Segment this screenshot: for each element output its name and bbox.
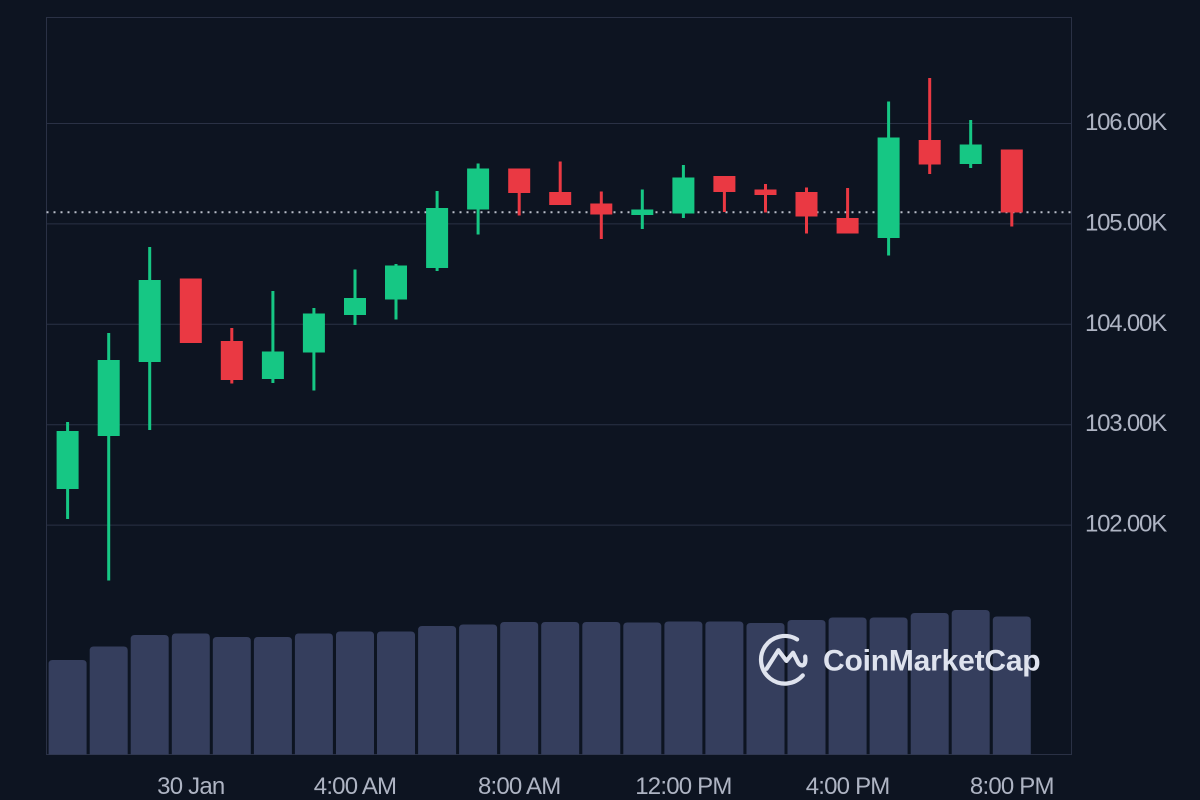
- svg-text:102.00K: 102.00K: [1085, 511, 1167, 538]
- svg-text:4:00 PM: 4:00 PM: [806, 773, 890, 800]
- svg-text:30 Jan: 30 Jan: [157, 773, 224, 800]
- svg-text:12:00 PM: 12:00 PM: [635, 773, 731, 800]
- svg-text:8:00 AM: 8:00 AM: [478, 773, 560, 800]
- svg-text:106.00K: 106.00K: [1085, 109, 1167, 136]
- svg-text:4:00 AM: 4:00 AM: [314, 773, 396, 800]
- svg-text:104.00K: 104.00K: [1085, 310, 1167, 337]
- svg-text:CoinMarketCap: CoinMarketCap: [823, 645, 1040, 678]
- svg-text:103.00K: 103.00K: [1085, 410, 1167, 437]
- svg-text:105.00K: 105.00K: [1085, 209, 1167, 236]
- svg-text:8:00 PM: 8:00 PM: [970, 773, 1054, 800]
